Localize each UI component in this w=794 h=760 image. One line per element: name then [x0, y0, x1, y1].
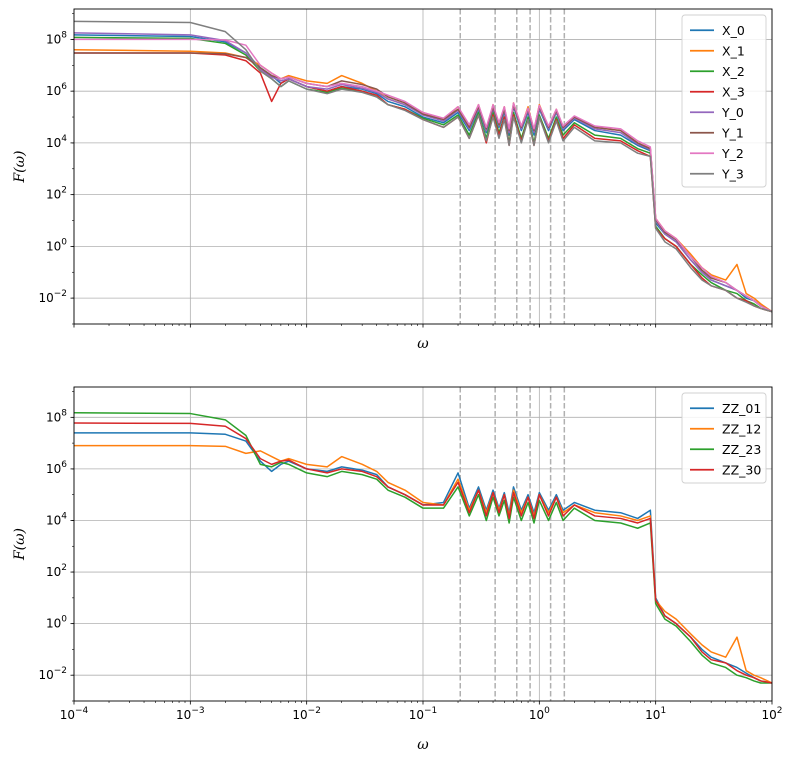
- y-ticks: 10−2 100 102 104 106 108: [38, 391, 74, 702]
- y-tick-label: 106: [46, 82, 67, 98]
- x-tick-label: 100: [529, 706, 550, 722]
- legend-entry: ZZ_01: [722, 401, 761, 416]
- chart-1: 10−2 100 102 104 106 108 ω F(ω) X_0 X_1 X_2 X_3 Y_0 Y…: [12, 8, 773, 352]
- legend-entry: Y_1: [721, 125, 744, 140]
- x-tick-label: 10−1: [409, 706, 438, 722]
- series-line-y-2: [74, 38, 772, 313]
- legend-entry: X_2: [722, 64, 745, 79]
- legend-entry: Y_2: [721, 146, 744, 161]
- legend-box: [681, 392, 767, 484]
- y-tick-label: 108: [46, 30, 67, 46]
- y-axis-label: F(ω): [12, 150, 28, 183]
- x-tick-label: 10−4: [60, 706, 89, 722]
- legend-entry: X_1: [722, 43, 745, 58]
- grid: [73, 387, 773, 701]
- legend: ZZ_01 ZZ_12 ZZ_23 ZZ_30: [681, 392, 767, 484]
- series-line-y-3: [74, 20, 772, 313]
- reference-lines: [459, 387, 566, 701]
- x-ticks: [73, 324, 773, 328]
- x-tick-label: 10−3: [176, 706, 205, 722]
- y-tick-label: 10−2: [38, 289, 67, 305]
- y-tick-label: 104: [46, 134, 67, 150]
- x-tick-label: 101: [645, 706, 666, 722]
- y-ticks: 10−2 100 102 104 106 108: [38, 13, 74, 325]
- y-tick-label: 10−2: [38, 666, 67, 682]
- y-tick-label: 102: [46, 563, 67, 579]
- legend-entry: X_0: [722, 23, 745, 38]
- series-group: [74, 412, 772, 684]
- x-ticks: 10−4 10−3 10−2 10−1 100 101 102: [60, 701, 783, 722]
- y-tick-label: 100: [46, 237, 67, 253]
- series-line-zz-23: [74, 412, 772, 684]
- reference-lines: [459, 9, 566, 324]
- y-tick-label: 108: [46, 408, 67, 424]
- legend-entry: ZZ_30: [722, 462, 761, 477]
- x-tick-label: 10−2: [292, 706, 321, 722]
- y-axis-label: F(ω): [12, 528, 28, 561]
- y-tick-label: 102: [46, 186, 67, 202]
- legend-entry: Y_3: [721, 166, 744, 181]
- legend-box: [681, 14, 767, 188]
- x-tick-label: 102: [761, 706, 782, 722]
- y-tick-label: 104: [46, 511, 67, 527]
- series-line-zz-30: [74, 422, 772, 684]
- y-tick-label: 106: [46, 460, 67, 476]
- legend-entry: X_3: [722, 84, 745, 99]
- chart-2: 10−4 10−3 10−2 10−1 100 101 10210−210010210410…: [12, 386, 783, 753]
- y-tick-label: 100: [46, 615, 67, 631]
- grid: [73, 9, 773, 324]
- legend-entry: Y_0: [721, 105, 744, 120]
- legend-entry: ZZ_12: [722, 421, 761, 436]
- legend-entry: ZZ_23: [722, 442, 761, 457]
- x-axis-label: ω: [417, 336, 429, 352]
- x-axis-label: ω: [417, 737, 429, 753]
- legend: X_0 X_1 X_2 X_3 Y_0 Y_1 Y_2 Y_3: [681, 14, 767, 188]
- series-group: [74, 20, 772, 313]
